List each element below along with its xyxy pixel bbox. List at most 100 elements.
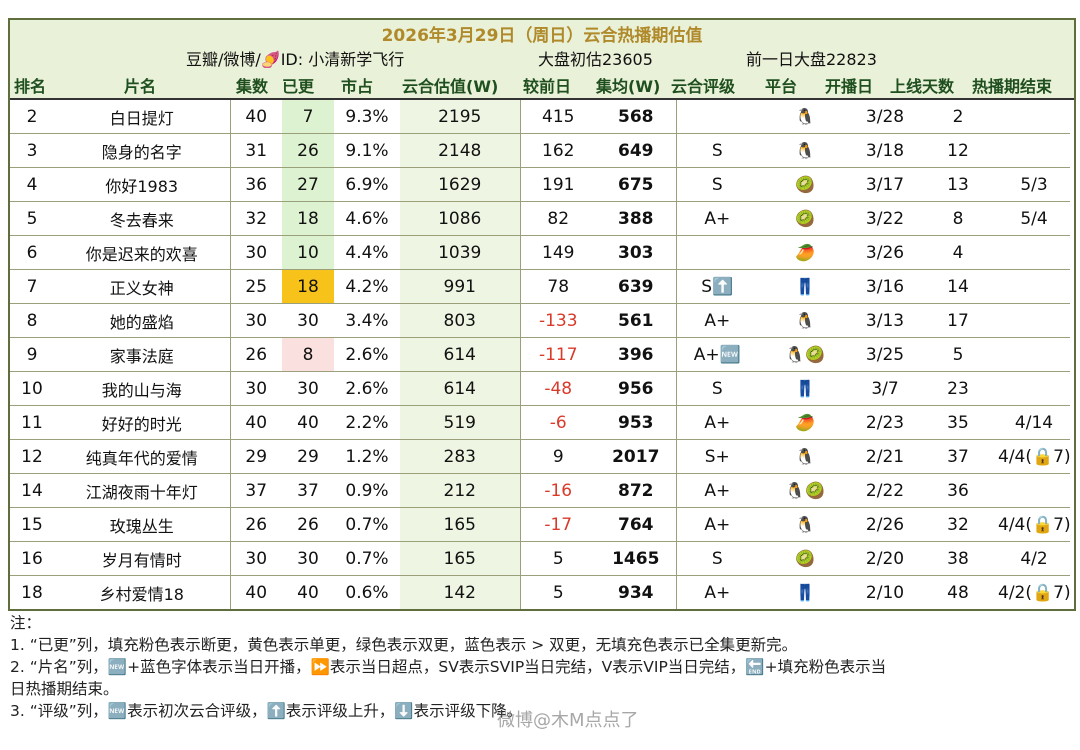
name-cell: 冬去春来 [54, 201, 231, 236]
estimate-cell: 614 [400, 337, 521, 372]
sheet-title: 2026年3月29日（周日）云合热播期估值 [381, 26, 703, 46]
end-cell: 5/3 [998, 167, 1070, 202]
source-label: 豆瓣/微博/🍠ID: 小清新学飞行 [186, 50, 405, 69]
estimate-cell: 803 [400, 303, 521, 338]
days-cell: 14 [918, 269, 998, 304]
col-share: 市占 [341, 77, 374, 96]
delta-cell: 5 [520, 541, 596, 576]
rating-cell [676, 100, 758, 134]
platform-cell: 🥝 [758, 541, 852, 576]
start-date-cell: 3/26 [852, 235, 918, 270]
avg-cell: 639 [596, 269, 677, 304]
avg-cell: 561 [596, 303, 677, 338]
name-cell: 江湖夜雨十年灯 [54, 473, 231, 508]
start-date-cell: 2/26 [852, 507, 918, 542]
delta-cell: 9 [520, 439, 596, 474]
col-days: 上线天数 [890, 77, 955, 96]
rank-cell: 11 [10, 405, 54, 440]
updated-cell: 26 [282, 507, 334, 542]
updated-cell: 40 [282, 405, 334, 440]
estimate-cell: 165 [400, 507, 521, 542]
delta-cell: 149 [520, 235, 596, 270]
updated-cell: 37 [282, 473, 334, 508]
end-cell [998, 133, 1070, 168]
share-cell: 2.6% [334, 371, 400, 406]
rank-cell: 2 [26, 106, 38, 127]
table-row: 7 正义女神 25 18 4.2% 991 78 639 S⬆️ 👖 3/16 14 [10, 269, 1070, 304]
rank-cell: 16 [10, 541, 54, 576]
name-cell: 纯真年代的爱情 [54, 439, 231, 474]
share-cell: 3.4% [334, 303, 400, 338]
days-cell: 23 [918, 371, 998, 406]
table-row: 2 白日提灯 40 7 9.3% 2195 415 568 🐧 3/28 2 [10, 100, 1070, 134]
days-cell: 8 [918, 201, 998, 236]
platform-cell: 🐧🥝 [758, 337, 852, 372]
estimate-cell: 212 [400, 473, 521, 508]
episodes-cell: 29 [230, 439, 282, 474]
name-cell: 你是迟来的欢喜 [54, 235, 231, 270]
note-line-1: 1. “已更”列，填充粉色表示断更，黄色表示单更，绿色表示双更，蓝色表示 > 双… [10, 636, 798, 654]
name-cell: 我的山与海 [54, 371, 231, 406]
platform-cell: 🐧 [758, 133, 852, 168]
platform-cell: 🐧 [758, 303, 852, 338]
estimate-table-sheet: 2026年3月29日（周日）云合热播期估值 豆瓣/微博/🍠ID: 小清新学飞行 … [8, 18, 1076, 611]
avg-cell: 2017 [596, 439, 677, 474]
avg-cell: 1465 [596, 541, 677, 576]
estimate-cell: 991 [400, 269, 521, 304]
table-row: 3 隐身的名字 31 26 9.1% 2148 162 649 S 🐧 3/18 12 [10, 133, 1070, 168]
table-row: 16 岁月有情时 30 30 0.7% 165 5 1465 S 🥝 2/20 38 4/2 [10, 541, 1070, 576]
rating-cell: S [676, 541, 758, 576]
platform-cell: 🐧 [758, 507, 852, 542]
end-cell [998, 100, 1070, 134]
note-line-3: 3. “评级”列，🆕表示初次云合评级，⬆️表示评级上升，⬇️表示评级下降。 [10, 702, 523, 720]
delta-cell: -133 [520, 303, 596, 338]
rating-cell [676, 235, 758, 270]
end-cell: 5/4 [998, 201, 1070, 236]
share-cell: 2.2% [334, 405, 400, 440]
episodes-cell: 26 [230, 337, 282, 372]
delta-cell: 162 [520, 133, 596, 168]
share-cell: 4.6% [334, 201, 400, 236]
end-cell [998, 337, 1070, 372]
platform-cell: 👖 [758, 371, 852, 406]
end-cell: 4/2 [998, 541, 1070, 576]
share-cell: 1.2% [334, 439, 400, 474]
avg-cell: 675 [596, 167, 677, 202]
start-date-cell: 3/25 [852, 337, 918, 372]
delta-cell: -16 [520, 473, 596, 508]
episodes-cell: 25 [230, 269, 282, 304]
start-date-cell: 3/13 [852, 303, 918, 338]
end-cell: 4/4(🔒7) [998, 439, 1070, 474]
days-cell: 32 [918, 507, 998, 542]
episodes-cell: 30 [230, 541, 282, 576]
platform-cell: 🐧 [795, 107, 815, 126]
share-cell: 9.3% [345, 106, 389, 127]
start-date-cell: 2/21 [852, 439, 918, 474]
days-cell: 4 [918, 235, 998, 270]
start-date-cell: 2/10 [852, 575, 918, 609]
episodes-cell: 30 [230, 371, 282, 406]
episodes-cell: 30 [230, 235, 282, 270]
table-row: 8 她的盛焰 30 30 3.4% 803 -133 561 A+ 🐧 3/13 17 [10, 303, 1070, 338]
estimate-cell: 1039 [400, 235, 521, 270]
end-cell [998, 473, 1070, 508]
end-cell: 4/4(🔒7) [998, 507, 1070, 542]
col-eps: 集数 [236, 77, 269, 96]
estimate-cell: 614 [400, 371, 521, 406]
estimate-cell: 165 [400, 541, 521, 576]
rank-cell: 9 [10, 337, 54, 372]
watermark: 微博@木M点点了 [497, 710, 639, 731]
days-cell: 5 [918, 337, 998, 372]
rating-cell: S [676, 167, 758, 202]
platform-cell: 🥭 [758, 235, 852, 270]
name-cell: 白日提灯 [54, 100, 231, 134]
delta-cell: 82 [520, 201, 596, 236]
end-cell: 4/14 [998, 405, 1070, 440]
updated-cell: 18 [282, 201, 334, 236]
notes-section: 注： 1. “已更”列，填充粉色表示断更，黄色表示单更，绿色表示双更，蓝色表示 … [10, 612, 1072, 722]
days-cell: 35 [918, 405, 998, 440]
episodes-cell: 32 [230, 201, 282, 236]
updated-cell: 26 [282, 133, 334, 168]
updated-cell: 30 [282, 541, 334, 576]
rating-cell: S [676, 133, 758, 168]
